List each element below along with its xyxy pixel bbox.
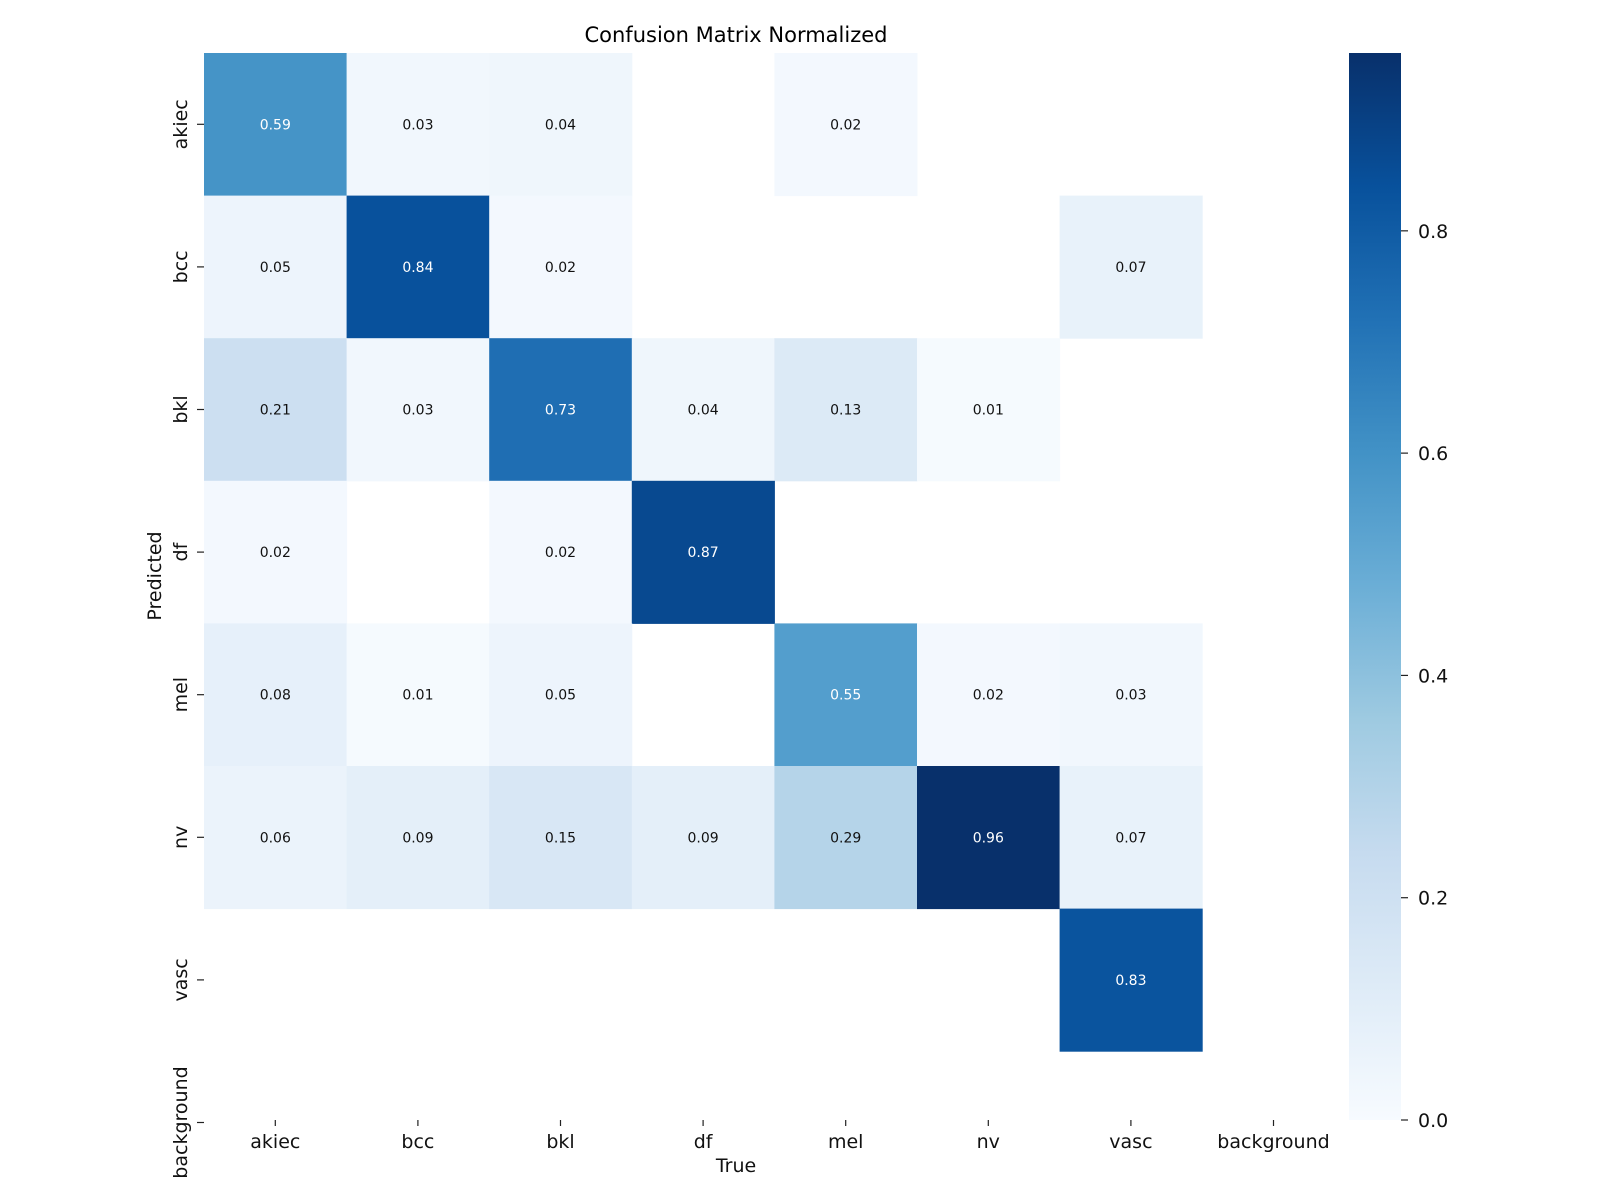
colorbar-tick-label: 0.8: [1418, 221, 1448, 243]
heatmap-cell: [346, 53, 490, 197]
cell-value-label: 0.02: [830, 117, 861, 133]
heatmap-cell: [917, 766, 1061, 910]
colorbar-tick-label: 0.2: [1418, 888, 1448, 910]
heatmap-cell: [774, 53, 918, 197]
colorbar-axis: 0.0 0.2 0.4 0.6 0.8: [1401, 221, 1448, 1132]
heatmap-cell: [1059, 623, 1203, 767]
x-tick-label: bcc: [401, 1131, 434, 1153]
heatmap-cell: [1059, 908, 1203, 1052]
heatmap-cell: [204, 338, 348, 482]
cell-value-label: 0.04: [545, 117, 576, 133]
colorbar-tick-label: 0.6: [1418, 443, 1448, 465]
cell-value-label: 0.03: [402, 117, 433, 133]
cell-value-label: 0.09: [402, 830, 433, 846]
heatmap-cell: [631, 480, 775, 624]
cell-value-label: 0.02: [973, 688, 1004, 704]
cell-value-label: 0.09: [688, 830, 719, 846]
heatmap-cell: [489, 195, 633, 339]
heatmap-cell: [204, 480, 348, 624]
cell-value-label: 0.87: [688, 545, 719, 561]
y-tick-label: bkl: [170, 395, 192, 423]
cell-value-label: 0.05: [545, 688, 576, 704]
heatmap-cell: [774, 766, 918, 910]
cell-value-label: 0.21: [260, 403, 291, 419]
y-tick-label: nv: [170, 826, 192, 849]
cell-value-label: 0.02: [260, 545, 291, 561]
heatmap-cell: [774, 338, 918, 482]
heatmap-cell: [489, 338, 633, 482]
chart-title: Confusion Matrix Normalized: [584, 23, 887, 47]
heatmap-cell: [1059, 195, 1203, 339]
cell-value-label: 0.03: [402, 403, 433, 419]
x-tick-label: nv: [977, 1131, 1000, 1153]
heatmap-cell: [917, 623, 1061, 767]
cell-value-label: 0.05: [260, 260, 291, 276]
heatmap-cell: [489, 53, 633, 197]
x-tick-label: vasc: [1109, 1131, 1152, 1153]
heatmap-cell: [346, 623, 490, 767]
heatmap-cell: [489, 766, 633, 910]
heatmap-cell: [774, 623, 918, 767]
cell-value-label: 0.03: [1115, 688, 1146, 704]
heatmap-cell: [346, 195, 490, 339]
x-axis-label: True: [715, 1155, 756, 1177]
cell-value-label: 0.96: [973, 830, 1004, 846]
cell-value-label: 0.01: [973, 403, 1004, 419]
x-tick-label: akiec: [250, 1131, 300, 1153]
cell-value-label: 0.01: [402, 688, 433, 704]
x-tick-label: mel: [828, 1131, 863, 1153]
x-axis: akiec bcc bkl df mel nv vasc background: [250, 1120, 1330, 1153]
cell-value-label: 0.84: [402, 260, 433, 276]
heatmap-cell: [204, 53, 348, 197]
cell-value-label: 0.08: [260, 688, 291, 704]
colorbar: [1349, 53, 1401, 1120]
cell-value-label: 0.15: [545, 830, 576, 846]
heatmap-cell: [489, 480, 633, 624]
cell-value-label: 0.07: [1115, 260, 1146, 276]
cell-value-label: 0.04: [688, 403, 719, 419]
heatmap-cell: [631, 766, 775, 910]
x-tick-label: df: [694, 1131, 714, 1153]
heatmap-cell: [204, 195, 348, 339]
y-tick-label: akiec: [170, 99, 192, 149]
cell-value-label: 0.73: [545, 403, 576, 419]
x-tick-label: bkl: [546, 1131, 574, 1153]
cell-value-label: 0.02: [545, 260, 576, 276]
cell-value-label: 0.55: [830, 688, 861, 704]
y-tick-label: bcc: [170, 250, 192, 283]
heatmap-cell: [346, 766, 490, 910]
colorbar-tick-label: 0.0: [1418, 1110, 1448, 1132]
cell-value-label: 0.83: [1115, 973, 1146, 989]
y-tick-label: background: [170, 1066, 192, 1178]
x-tick-label: background: [1217, 1131, 1329, 1153]
cell-value-label: 0.13: [830, 403, 861, 419]
cell-value-label: 0.06: [260, 830, 291, 846]
y-tick-label: vasc: [170, 958, 192, 1001]
heatmap-cell: [631, 338, 775, 482]
heatmap-cell: [489, 623, 633, 767]
colorbar-tick-label: 0.4: [1418, 665, 1448, 687]
heatmap-cell: [204, 766, 348, 910]
heatmap-cell: [204, 623, 348, 767]
heatmap-cell: [917, 338, 1061, 482]
y-axis: akiec bcc bkl df mel nv vasc background: [170, 99, 204, 1179]
y-tick-label: df: [170, 541, 192, 561]
cell-value-label: 0.29: [830, 830, 861, 846]
heatmap-cell: [346, 338, 490, 482]
y-tick-label: mel: [170, 677, 192, 712]
heatmap-cells: 0.59 0.03 0.04 0.02 0.05 0.84 0.02 0.07 0.21 0.03…: [204, 53, 1203, 1052]
cell-value-label: 0.07: [1115, 830, 1146, 846]
y-axis-label: Predicted: [144, 531, 166, 620]
heatmap-cell: [1059, 766, 1203, 910]
cell-value-label: 0.02: [545, 545, 576, 561]
cell-value-label: 0.59: [260, 117, 291, 133]
